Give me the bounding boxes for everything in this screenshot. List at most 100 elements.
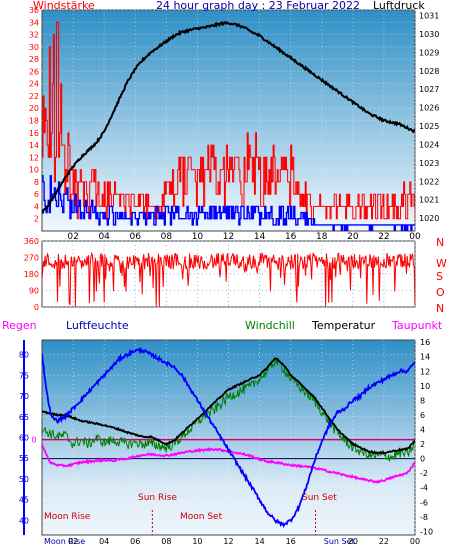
- windchill-series: [42, 356, 415, 462]
- regen-label: Regen: [2, 319, 37, 332]
- temperature-tick-label: 6: [420, 411, 425, 420]
- temperature-tick-label: 10: [420, 382, 430, 391]
- wind-y-tick-label: 12: [29, 153, 39, 162]
- annotation-moon-set: Moon Set: [180, 512, 223, 522]
- direction-letter: O: [436, 286, 445, 299]
- wind-y-tick-label: 18: [29, 117, 39, 126]
- temp-panel-axes: 404550556065707580-10-8-6-4-202468101214…: [19, 338, 433, 546]
- pressure-tick-label: 1028: [419, 67, 439, 76]
- wind-panel-axes: 02 04 06 08 10 12 14 16 18 20 22 002468101214161820…: [29, 6, 440, 242]
- wind-x-tick-label: 14: [254, 232, 266, 242]
- pressure-tick-label: 1027: [419, 85, 439, 94]
- direction-letter: N: [436, 302, 444, 315]
- wind-y-tick-label: 4: [34, 202, 39, 211]
- annotation-sun-set: Sun Set: [302, 493, 337, 503]
- wind-x-tick-label: 12: [223, 232, 234, 242]
- direction-y-tick-label: 180: [24, 270, 39, 279]
- wind-y-tick-label: 2: [34, 215, 39, 224]
- pressure-tick-label: 1021: [419, 196, 439, 205]
- temp-x-tick-label: 12: [223, 537, 233, 546]
- wind-x-tick-label: 02: [67, 232, 78, 242]
- temperature-tick-label: 2: [420, 440, 425, 449]
- wind-average-series: [42, 175, 415, 231]
- wind-y-tick-label: 26: [29, 67, 39, 76]
- direction-panel-plot: [42, 251, 415, 307]
- temp-x-tick-label: Moon Rise: [44, 537, 85, 546]
- wind-x-tick-label: 08: [161, 232, 173, 242]
- pressure-tick-label: 1025: [419, 122, 439, 131]
- header-title: 24 hour graph day : 23 Februar 2022: [156, 0, 360, 12]
- wind-y-tick-label: 8: [34, 178, 39, 187]
- temp-x-tick-label: 02: [68, 537, 78, 546]
- wind-x-tick-label: 16: [285, 232, 297, 242]
- wind-y-tick-label: 28: [29, 55, 39, 64]
- wind-y-tick-label: 16: [29, 129, 39, 138]
- temp-x-tick-label: 10: [192, 537, 202, 546]
- wind-y-tick-label: 24: [29, 80, 39, 89]
- annotation-moon-rise: Moon Rise: [44, 512, 91, 522]
- direction-panel-grid: [42, 240, 416, 308]
- pressure-series: [42, 20, 415, 215]
- temperature-tick-label: -6: [420, 498, 428, 507]
- pressure-tick-label: 1024: [419, 140, 439, 149]
- temp-panel-plot: [42, 346, 415, 529]
- pressure-tick-label: 1029: [419, 48, 439, 57]
- temperature-tick-label: 16: [420, 338, 430, 347]
- annotation-sun-rise: Sun Rise: [138, 493, 177, 503]
- wind-gust-series: [42, 21, 415, 220]
- header-right-label: Luftdruck: [373, 0, 425, 12]
- wind-y-tick-label: 10: [29, 166, 39, 175]
- temperature-tick-label: -10: [420, 527, 433, 536]
- temp-x-tick-label: 04: [99, 537, 109, 546]
- header-left-label: Windstärke: [33, 0, 95, 12]
- luftfeuchte-label: Luftfeuchte: [66, 319, 129, 332]
- temp-x-tick-label: 20: [348, 537, 358, 546]
- pressure-tick-label: 1022: [419, 177, 439, 186]
- wind-y-tick-label: 36: [29, 6, 39, 15]
- temp-panel-grid: [42, 340, 416, 535]
- wind-x-tick-label: 06: [130, 232, 142, 242]
- temp-x-tick-label: 00: [410, 537, 420, 546]
- direction-y-tick-label: 270: [24, 254, 39, 263]
- temperature-tick-label: 0: [420, 455, 425, 464]
- wind-y-tick-label: 32: [29, 31, 39, 40]
- temp-x-tick-label: 06: [130, 537, 140, 546]
- temperature-tick-label: -8: [420, 513, 428, 522]
- windchill-label: Windchill: [245, 319, 295, 332]
- pressure-tick-label: 1030: [419, 30, 439, 39]
- temperature-series: [42, 357, 415, 455]
- wind-y-tick-label: 34: [29, 18, 39, 27]
- humidity-series: [42, 346, 415, 529]
- wind-y-tick-label: 22: [29, 92, 39, 101]
- wind-y-tick-label: 14: [29, 141, 39, 150]
- temp-x-tick-label: 22: [379, 537, 389, 546]
- temp-x-tick-label: 08: [161, 537, 171, 546]
- wind-x-tick-label: 00: [409, 232, 421, 242]
- wind-x-tick-label: 18: [316, 232, 328, 242]
- wind-y-tick-label: 6: [34, 190, 39, 199]
- temp-x-tick-label: 16: [286, 537, 296, 546]
- direction-letter: W: [436, 257, 447, 270]
- wind-y-tick-label: 20: [29, 104, 39, 113]
- temperature-tick-label: -2: [420, 469, 428, 478]
- wind-x-tick-label: 22: [378, 232, 389, 242]
- temperature-tick-label: 8: [420, 396, 425, 405]
- temperature-tick-label: 4: [420, 425, 425, 434]
- wind-x-tick-label: 04: [98, 232, 110, 242]
- wind-x-tick-label: 10: [192, 232, 204, 242]
- wind-x-tick-label: 20: [347, 232, 359, 242]
- direction-letter: N: [436, 236, 444, 249]
- rain-value-label: 0: [31, 436, 36, 445]
- temperature-tick-label: 14: [420, 353, 430, 362]
- taupunkt-label: Taupunkt: [391, 319, 443, 332]
- temperatur-label: Temperatur: [311, 319, 376, 332]
- pressure-tick-label: 1023: [419, 159, 439, 168]
- wind-y-tick-label: 30: [29, 43, 39, 52]
- temperature-tick-label: 12: [420, 367, 430, 376]
- pressure-tick-label: 1031: [419, 12, 439, 21]
- temp-x-tick-label: Sun Set: [324, 537, 355, 546]
- pressure-tick-label: 1026: [419, 104, 439, 113]
- wind-direction-series: [42, 251, 415, 307]
